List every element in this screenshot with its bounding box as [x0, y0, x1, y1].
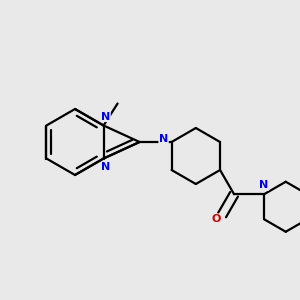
- Text: N: N: [159, 134, 168, 144]
- Text: O: O: [212, 214, 221, 224]
- Text: N: N: [101, 112, 110, 122]
- Text: N: N: [260, 180, 269, 190]
- Text: N: N: [101, 163, 110, 172]
